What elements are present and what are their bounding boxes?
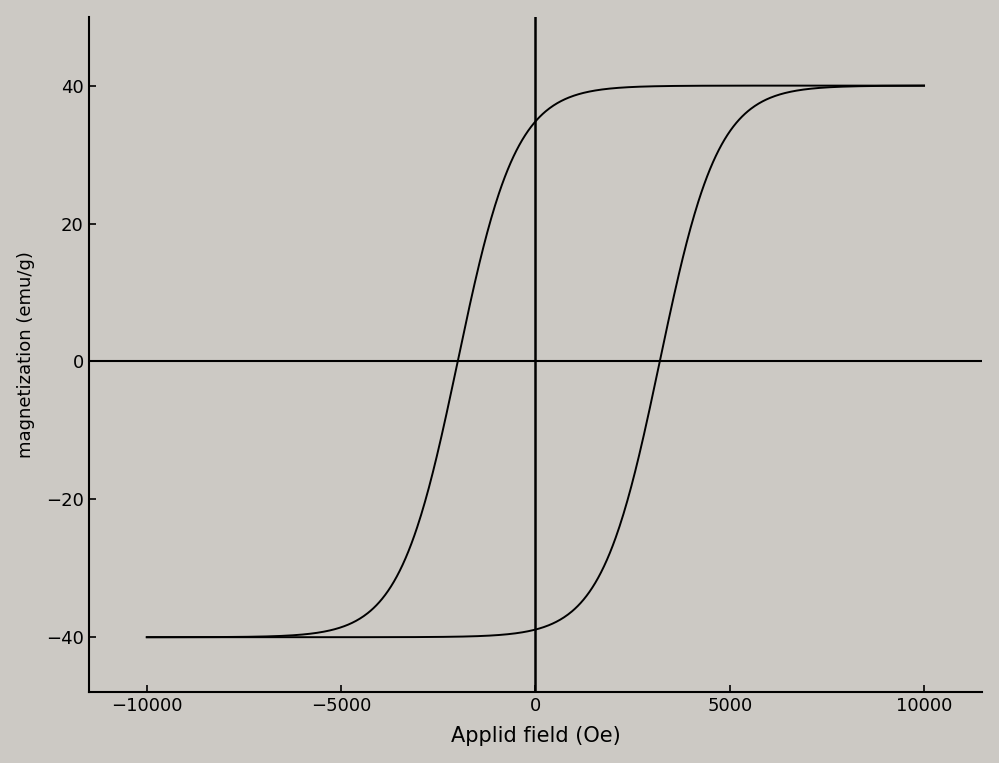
Y-axis label: magnetization (emu/g): magnetization (emu/g) [17,251,35,458]
X-axis label: Applid field (Oe): Applid field (Oe) [451,726,620,746]
